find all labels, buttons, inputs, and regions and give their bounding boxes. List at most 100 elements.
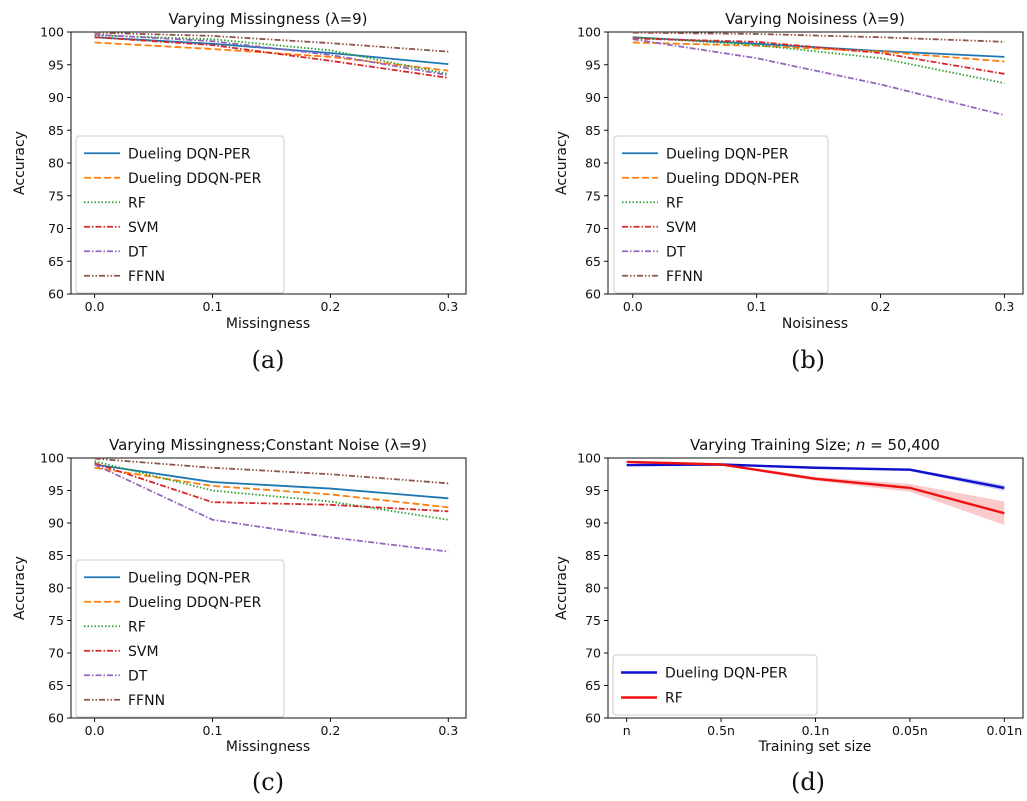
panel-b-y-tick-label: 75 bbox=[585, 188, 601, 203]
panel-a-marks: 60 65 70 75 80 85 90 95 100 0.0 0.1 0.2 0.3 Dueling D… bbox=[40, 25, 458, 315]
panel-b-caption: (b) bbox=[791, 346, 825, 374]
panel-a-series-svm bbox=[94, 36, 449, 79]
panel-a-y-tick-label: 80 bbox=[48, 156, 64, 171]
panel-c-legend-label: Dueling DDQN-PER bbox=[128, 595, 262, 611]
panel-b-marks: 60 65 70 75 80 85 90 95 100 0.0 0.1 0.2 0.3 Dueling D… bbox=[577, 25, 1014, 315]
panel-b-x-axis-label: Noisiness bbox=[782, 316, 848, 332]
panel-c-series-dueling-ddqn-per bbox=[94, 466, 449, 509]
panel-c-legend-label: DT bbox=[128, 668, 148, 684]
panel-c-legend-label: RF bbox=[128, 619, 146, 635]
panel-a-caption: (a) bbox=[251, 346, 284, 374]
panel-d-y-tick-label: 75 bbox=[585, 613, 601, 628]
panel-b-legend-label: DT bbox=[666, 244, 686, 260]
panel-a-x-axis-label: Missingness bbox=[226, 316, 310, 332]
panel-c-y-tick-label: 90 bbox=[48, 516, 64, 531]
panel-b-y-tick-label: 90 bbox=[585, 90, 601, 105]
panel-a-y-tick-label: 70 bbox=[48, 221, 64, 236]
panel-c-y-tick-label: 75 bbox=[48, 613, 64, 628]
panel-b: Varying Noisiness (λ=9) Noisiness Accura… bbox=[554, 10, 1024, 374]
panel-c: Varying Missingness;Constant Noise (λ=9)… bbox=[12, 436, 467, 796]
panel-d-legend-label: Dueling DQN-PER bbox=[665, 666, 788, 682]
panel-a-x-tick-label: 0.0 bbox=[85, 299, 105, 314]
panel-a-y-tick-label: 75 bbox=[48, 188, 64, 203]
panel-a-series-ffnn bbox=[94, 31, 449, 53]
panel-c-y-tick-label: 80 bbox=[48, 581, 64, 596]
panel-d-legend-box bbox=[612, 654, 818, 716]
panel-d-x-tick-label: 0.1n bbox=[802, 723, 830, 738]
panel-c-y-tick-label: 100 bbox=[40, 451, 64, 466]
panel-a-title: Varying Missingness (λ=9) bbox=[168, 10, 367, 28]
panel-c-series-dt bbox=[94, 463, 449, 553]
panel-d-marks: 60 65 70 75 80 85 90 95 100 n 0.5n 0.1n 0.05n 0.01n Du… bbox=[577, 451, 1022, 739]
panel-d-x-axis-label: Training set size bbox=[758, 739, 872, 755]
panel-b-legend-label: SVM bbox=[666, 220, 697, 236]
panel-b-legend-label: Dueling DDQN-PER bbox=[666, 171, 800, 187]
panel-c-legend-label: SVM bbox=[128, 644, 159, 660]
panel-a-legend-label: SVM bbox=[128, 220, 159, 236]
panel-b-series-dueling-ddqn-per bbox=[632, 41, 1005, 63]
panel-b-y-axis-label: Accuracy bbox=[554, 131, 570, 195]
panel-d-x-tick-label: n bbox=[623, 723, 631, 738]
panel-d-title-var: n bbox=[856, 436, 866, 454]
panel-b-series-ffnn bbox=[632, 31, 1005, 43]
panel-a-legend-box bbox=[75, 135, 285, 294]
panel-d-legend-label: RF bbox=[665, 691, 683, 707]
panel-b-x-tick-label: 0.2 bbox=[871, 299, 891, 314]
panel-d: Varying Training Size; n = 50,400 Traini… bbox=[554, 436, 1024, 796]
panel-d-y-tick-label: 70 bbox=[585, 646, 601, 661]
panel-b-y-tick-label: 65 bbox=[585, 254, 601, 269]
panel-a-y-tick-label: 95 bbox=[48, 57, 64, 72]
panel-c-x-tick-label: 0.1 bbox=[203, 723, 223, 738]
panel-b-series-rf bbox=[632, 36, 1005, 84]
panel-d-title-suffix: = 50,400 bbox=[865, 436, 940, 454]
panel-c-x-tick-label: 0.3 bbox=[438, 723, 458, 738]
panel-b-y-tick-label: 60 bbox=[585, 287, 601, 302]
panel-c-y-axis-label: Accuracy bbox=[12, 556, 28, 620]
panel-d-x-tick-label: 0.01n bbox=[986, 723, 1022, 738]
panel-d-x-tick-label: 0.5n bbox=[707, 723, 735, 738]
panel-b-legend-label: Dueling DQN-PER bbox=[666, 146, 789, 162]
panel-c-series-rf bbox=[94, 460, 449, 521]
panel-a-legend-label: Dueling DDQN-PER bbox=[128, 171, 262, 187]
panel-d-band-rf bbox=[626, 461, 1005, 525]
panel-d-title: Varying Training Size; n = 50,400 bbox=[690, 436, 940, 454]
panel-a-x-tick-label: 0.3 bbox=[438, 299, 458, 314]
panel-c-y-tick-label: 85 bbox=[48, 548, 64, 563]
panel-d-x-tick-label: 0.05n bbox=[892, 723, 928, 738]
panel-b-y-tick-label: 95 bbox=[585, 57, 601, 72]
panel-b-y-tick-label: 85 bbox=[585, 123, 601, 138]
panel-b-title: Varying Noisiness (λ=9) bbox=[725, 10, 905, 28]
panel-d-y-tick-label: 60 bbox=[585, 711, 601, 726]
panel-b-x-tick-label: 0.0 bbox=[623, 299, 643, 314]
panel-a-legend-label: RF bbox=[128, 195, 146, 211]
panel-b-x-tick-label: 0.3 bbox=[994, 299, 1014, 314]
panel-c-y-tick-label: 60 bbox=[48, 711, 64, 726]
panel-a-y-tick-label: 90 bbox=[48, 90, 64, 105]
panel-c-x-axis-label: Missingness bbox=[226, 739, 310, 755]
panel-a-x-tick-label: 0.2 bbox=[320, 299, 340, 314]
panel-a-legend-label: DT bbox=[128, 244, 148, 260]
panel-c-y-tick-label: 65 bbox=[48, 678, 64, 693]
panel-c-y-tick-label: 70 bbox=[48, 646, 64, 661]
panel-c-caption: (c) bbox=[252, 768, 284, 796]
panel-a-series-dt bbox=[94, 33, 449, 77]
panel-b-x-tick-label: 0.1 bbox=[747, 299, 767, 314]
panel-d-y-tick-label: 80 bbox=[585, 581, 601, 596]
panel-c-title: Varying Missingness;Constant Noise (λ=9) bbox=[109, 436, 427, 454]
panel-c-series-ffnn bbox=[94, 457, 449, 485]
panel-a-y-tick-label: 60 bbox=[48, 287, 64, 302]
panel-c-y-tick-label: 95 bbox=[48, 483, 64, 498]
panel-a: Varying Missingness (λ=9) Missingness Ac… bbox=[12, 10, 467, 374]
panel-c-legend-label: Dueling DQN-PER bbox=[128, 570, 251, 586]
panel-d-caption: (d) bbox=[791, 768, 825, 796]
panel-d-series-dueling-dqn-per bbox=[626, 463, 1005, 490]
panel-d-y-axis-label: Accuracy bbox=[554, 556, 570, 620]
panel-b-legend-box bbox=[613, 135, 829, 294]
panel-c-series-svm bbox=[94, 462, 449, 513]
panel-b-series-dt bbox=[632, 38, 1005, 117]
panel-a-series-dueling-ddqn-per bbox=[94, 41, 449, 72]
panel-a-series-dueling-dqn-per bbox=[94, 36, 449, 65]
panel-d-y-tick-label: 65 bbox=[585, 678, 601, 693]
panel-b-y-tick-label: 100 bbox=[577, 25, 601, 40]
